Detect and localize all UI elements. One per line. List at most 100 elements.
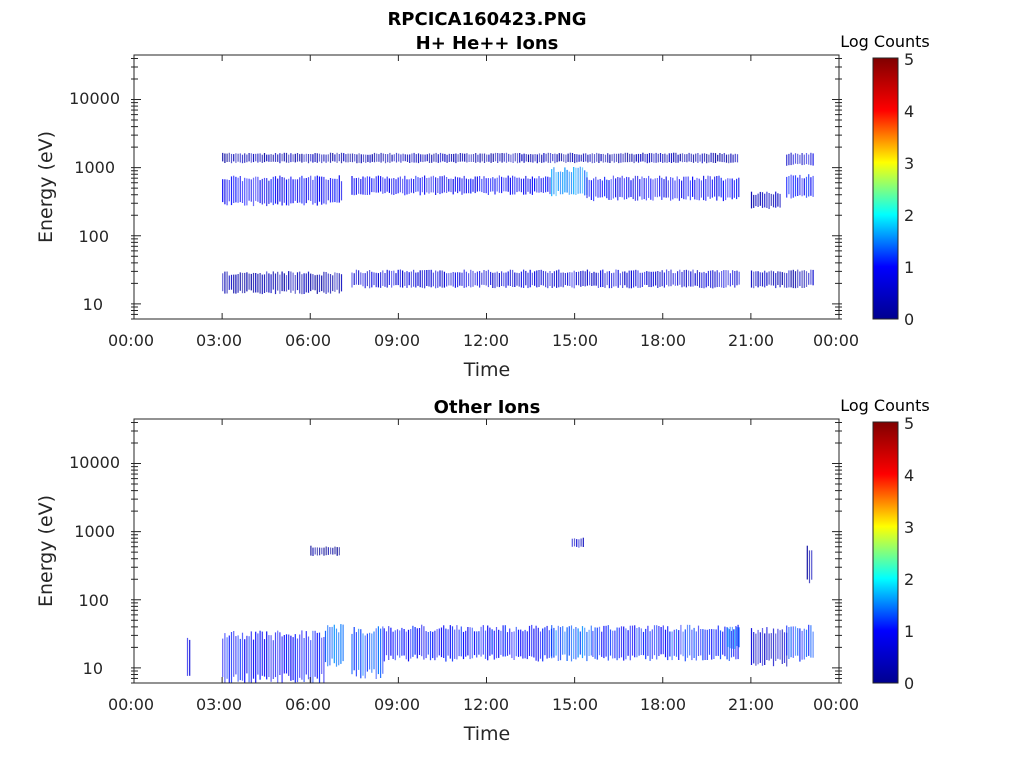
spectrogram-cell-0-9 [527, 272, 529, 289]
spectrogram-cell-1-6 [737, 624, 739, 660]
spectrogram-cell-1-9 [790, 626, 792, 658]
spectrogram-cell-0-1 [421, 176, 423, 193]
spectrogram-cell-1-4 [513, 631, 515, 660]
spectrogram-cell-0-9 [560, 272, 562, 287]
spectrogram-cell-0-0 [316, 175, 318, 206]
panel-2-cbtick-0: 0 [904, 674, 914, 693]
spectrogram-cell-0-1 [527, 178, 529, 192]
spectrogram-cell-0-6 [404, 154, 406, 162]
spectrogram-cell-0-2 [555, 172, 557, 197]
spectrogram-cell-0-0 [222, 179, 224, 203]
spectrogram-cell-0-9 [551, 273, 553, 288]
spectrogram-cell-1-4 [504, 625, 506, 657]
panel-2-spectrogram-data [186, 537, 814, 683]
spectrogram-cell-0-8 [288, 271, 290, 290]
spectrogram-cell-0-1 [388, 178, 390, 193]
spectrogram-cell-1-4 [511, 631, 513, 659]
spectrogram-cell-1-6 [667, 626, 669, 661]
spectrogram-cell-0-7 [786, 154, 788, 166]
spectrogram-cell-1-1 [248, 636, 250, 683]
spectrogram-cell-0-9 [355, 269, 357, 285]
spectrogram-cell-1-4 [399, 630, 401, 658]
panel-2-cbtick-5: 5 [904, 414, 914, 433]
spectrogram-cell-0-9 [661, 270, 663, 287]
spectrogram-cell-0-9 [432, 272, 434, 287]
spectrogram-cell-0-6 [604, 154, 607, 163]
spectrogram-cell-0-6 [371, 154, 373, 162]
spectrogram-cell-0-6 [554, 153, 556, 164]
spectrogram-cell-0-8 [222, 273, 224, 292]
spectrogram-cell-0-9 [450, 272, 452, 286]
spectrogram-cell-0-1 [351, 176, 353, 195]
spectrogram-cell-0-6 [332, 153, 334, 162]
spectrogram-cell-0-3 [736, 178, 738, 200]
spectrogram-cell-0-2 [575, 167, 577, 195]
spectrogram-cell-1-5 [577, 628, 579, 658]
spectrogram-cell-0-3 [667, 180, 669, 198]
spectrogram-cell-1-1 [277, 630, 279, 683]
spectrogram-cell-0-1 [435, 177, 437, 195]
spectrogram-cell-0-7 [810, 152, 812, 166]
spectrogram-cell-0-3 [731, 178, 733, 200]
spectrogram-cell-0-6 [538, 153, 541, 163]
spectrogram-cell-0-6 [552, 154, 554, 162]
panel-2-xtick-5: 15:00 [552, 695, 598, 714]
spectrogram-cell-0-1 [366, 176, 368, 195]
spectrogram-cell-0-9 [424, 270, 426, 289]
spectrogram-cell-0-0 [272, 176, 274, 206]
spectrogram-cell-1-4 [526, 631, 528, 660]
spectrogram-cell-1-3 [364, 635, 366, 679]
spectrogram-cell-1-4 [542, 628, 544, 662]
spectrogram-cell-0-6 [378, 154, 380, 162]
spectrogram-cell-0-5 [799, 174, 801, 196]
spectrogram-cell-0-8 [323, 271, 325, 293]
panel-h-he-ions: H+ He++ Ions 00:00 03:00 06:00 09:00 12:… [35, 32, 930, 381]
spectrogram-cell-0-6 [376, 153, 378, 162]
spectrogram-cell-0-6 [274, 153, 277, 162]
spectrogram-cell-0-0 [292, 179, 294, 204]
spectrogram-cell-0-6 [527, 154, 530, 163]
spectrogram-cell-0-10 [801, 270, 803, 288]
spectrogram-cell-0-4 [764, 193, 766, 208]
spectrogram-cell-1-4 [535, 625, 537, 661]
spectrogram-cell-0-0 [296, 179, 299, 203]
spectrogram-cell-0-9 [479, 271, 481, 288]
spectrogram-cell-0-1 [516, 177, 518, 193]
spectrogram-cell-0-6 [239, 153, 241, 163]
spectrogram-cell-1-1 [310, 640, 312, 683]
spectrogram-cell-0-9 [408, 272, 410, 286]
spectrogram-cell-0-6 [624, 152, 626, 163]
spectrogram-cell-0-9 [613, 272, 615, 287]
spectrogram-cell-1-6 [653, 625, 656, 656]
spectrogram-cell-1-3 [360, 629, 362, 679]
spectrogram-cell-1-6 [614, 630, 616, 659]
spectrogram-cell-0-6 [400, 154, 402, 163]
spectrogram-cell-0-6 [316, 153, 318, 163]
spectrogram-cell-0-6 [510, 154, 512, 163]
panel-2-xtick-1: 03:00 [196, 695, 242, 714]
spectrogram-cell-1-5 [588, 629, 590, 656]
spectrogram-cell-0-8 [290, 271, 292, 293]
spectrogram-cell-0-9 [683, 270, 685, 287]
spectrogram-cell-0-0 [294, 179, 296, 201]
spectrogram-cell-1-5 [584, 627, 586, 656]
spectrogram-cell-0-3 [597, 179, 599, 198]
spectrogram-cell-0-6 [611, 154, 613, 162]
spectrogram-cell-1-9 [812, 631, 814, 658]
spectrogram-cell-0-6 [318, 153, 321, 162]
spectrogram-cell-0-1 [393, 178, 395, 195]
spectrogram-cell-1-1 [235, 636, 237, 675]
spectrogram-cell-1-7 [736, 627, 738, 647]
spectrogram-cell-1-11 [323, 547, 325, 556]
spectrogram-cell-0-6 [479, 153, 481, 163]
spectrogram-cell-0-1 [446, 177, 448, 193]
spectrogram-cell-0-1 [450, 178, 452, 193]
spectrogram-cell-1-9 [786, 625, 788, 656]
spectrogram-cell-1-5 [564, 631, 566, 655]
spectrogram-cell-0-1 [410, 178, 412, 193]
spectrogram-cell-0-6 [233, 154, 235, 162]
spectrogram-cell-0-9 [481, 272, 483, 285]
spectrogram-cell-0-3 [727, 178, 729, 198]
spectrogram-cell-1-4 [495, 627, 498, 659]
spectrogram-cell-0-2 [568, 171, 570, 195]
